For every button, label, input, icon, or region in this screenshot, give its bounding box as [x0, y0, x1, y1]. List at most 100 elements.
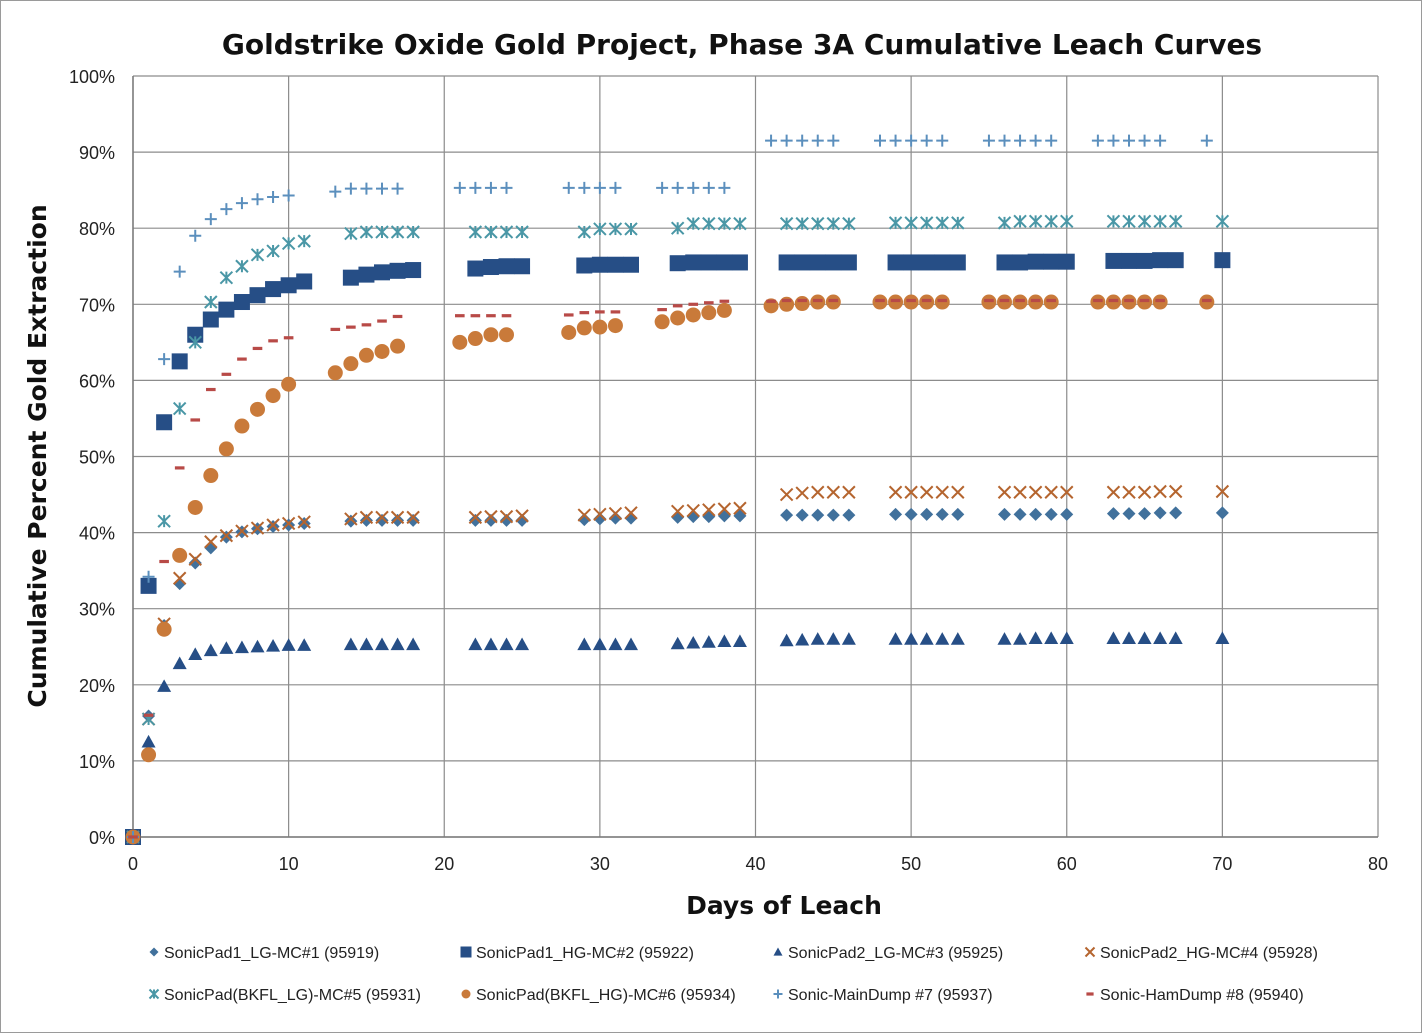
data-point	[218, 441, 234, 457]
data-point	[935, 507, 949, 521]
x-tick-labels: 0 10 20 30 40 50 60 70 80	[128, 854, 1388, 874]
data-point	[1093, 298, 1103, 303]
data-point	[718, 181, 731, 194]
data-point	[1153, 506, 1167, 520]
data-point	[1014, 134, 1027, 147]
data-point	[999, 298, 1010, 303]
data-point	[1122, 214, 1136, 229]
data-point	[811, 485, 825, 499]
data-point	[949, 254, 966, 271]
data-point	[686, 635, 701, 649]
y-tick-label: 80%	[79, 219, 115, 239]
data-point	[1155, 298, 1165, 303]
data-point	[562, 181, 575, 194]
data-point	[670, 636, 685, 650]
data-point	[406, 510, 420, 525]
data-point	[128, 835, 138, 839]
data-point	[717, 634, 732, 648]
data-point	[1030, 298, 1041, 303]
data-point	[484, 513, 498, 527]
data-point	[997, 216, 1012, 230]
data-point	[1013, 214, 1027, 229]
data-point	[188, 556, 202, 570]
data-point	[811, 508, 825, 522]
data-point	[219, 270, 234, 285]
data-point	[731, 254, 748, 271]
data-point	[579, 311, 590, 315]
data-point	[468, 637, 483, 651]
data-point	[984, 298, 994, 303]
data-point	[1215, 506, 1229, 520]
data-point	[1137, 485, 1152, 499]
y-tick-label: 10%	[79, 752, 115, 772]
data-point	[1152, 252, 1169, 269]
data-point	[202, 311, 219, 328]
data-point	[593, 507, 607, 522]
data-point	[484, 225, 498, 239]
data-point	[468, 510, 483, 525]
data-point	[361, 323, 372, 327]
data-point	[1121, 252, 1137, 269]
data-point	[826, 485, 841, 499]
data-point	[918, 254, 935, 271]
data-point	[888, 216, 903, 230]
y-tick-label: 20%	[79, 676, 115, 696]
data-point	[406, 513, 420, 527]
data-point	[702, 503, 716, 517]
data-point	[237, 357, 247, 361]
data-point	[656, 181, 669, 194]
data-point	[283, 336, 294, 340]
data-point	[188, 552, 202, 566]
series-8	[128, 298, 1212, 839]
data-point	[467, 260, 484, 277]
series-7	[127, 134, 1213, 843]
axes	[132, 76, 1378, 838]
data-point	[607, 318, 623, 334]
data-point	[935, 485, 949, 499]
legend-label: SonicPad2_LG-MC#3 (95925)	[788, 945, 1003, 962]
data-point	[390, 637, 405, 651]
data-point	[875, 298, 885, 303]
data-point	[515, 225, 529, 239]
y-axis-title: Cumulative Percent Gold Extraction	[23, 204, 52, 707]
data-point	[157, 514, 171, 528]
series-6	[125, 294, 1215, 845]
data-point	[904, 632, 919, 645]
data-point	[950, 632, 965, 645]
data-point	[828, 298, 839, 303]
y-tick-label: 30%	[79, 600, 115, 620]
data-point	[1028, 214, 1043, 229]
data-point	[501, 314, 512, 318]
data-point	[888, 632, 903, 645]
data-point	[919, 632, 934, 645]
data-point	[811, 134, 824, 147]
data-point	[157, 679, 172, 692]
data-point	[607, 256, 624, 273]
data-point	[453, 181, 466, 194]
data-point	[1060, 214, 1074, 229]
data-point	[688, 302, 699, 306]
data-point	[1153, 631, 1168, 644]
data-point	[1013, 632, 1028, 645]
x-tick-label: 70	[1212, 854, 1232, 874]
y-tick-labels: 0% 10% 20% 30% 40% 50% 60% 70% 80% 90% 100%	[69, 67, 115, 848]
data-point	[702, 181, 715, 194]
legend-label: SonicPad2_HG-MC#4 (95928)	[1100, 945, 1318, 962]
data-point	[780, 508, 794, 522]
chart-title: Goldstrike Oxide Gold Project, Phase 3A …	[222, 28, 1262, 61]
data-point	[391, 182, 404, 195]
x-tick-label: 40	[745, 854, 765, 874]
legend: SonicPad1_LG-MC#1 (95919) SonicPad1_HG-MC…	[148, 945, 1318, 1004]
data-point	[377, 319, 387, 323]
data-point	[1044, 507, 1058, 521]
legend-marker	[1086, 992, 1094, 996]
data-point	[173, 265, 186, 278]
data-point	[484, 509, 498, 524]
data-point	[826, 632, 841, 645]
data-point	[358, 266, 375, 283]
data-point	[1200, 134, 1213, 147]
data-point	[188, 647, 203, 660]
data-point	[406, 225, 420, 239]
data-point	[499, 327, 514, 343]
data-point	[500, 513, 513, 527]
